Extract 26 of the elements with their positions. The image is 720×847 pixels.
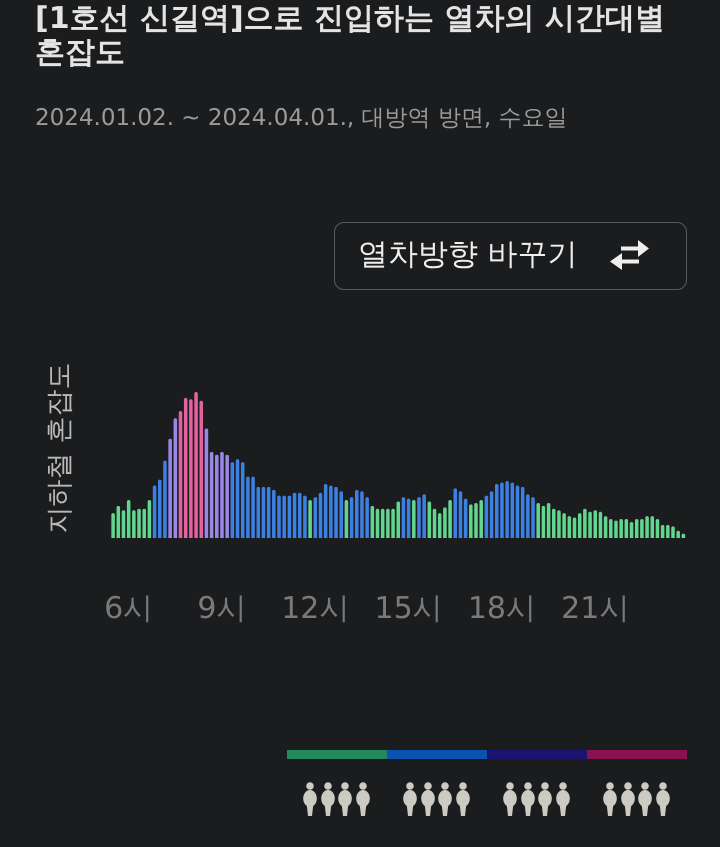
x-tick-label: 12시 xyxy=(281,590,350,626)
text: 열차방향 바꾸기 xyxy=(358,236,578,274)
bar xyxy=(422,494,426,538)
bar xyxy=(464,498,468,538)
bar xyxy=(412,500,416,538)
x-tick-label: 21시 xyxy=(561,590,630,626)
x-tick-label: 15시 xyxy=(374,590,443,626)
chart-subtitle: 2024.01.02. ~ 2024.04.01., 대방역 방면, 수요일 xyxy=(35,104,568,132)
bar xyxy=(402,497,406,538)
bar xyxy=(204,428,208,538)
bar xyxy=(230,462,234,538)
bar xyxy=(308,500,312,538)
y-axis-title: 지하철 혼잡도 xyxy=(44,362,76,534)
bar xyxy=(225,454,229,538)
x-tick-label: 6시 xyxy=(104,590,154,626)
bar xyxy=(344,500,348,538)
bar xyxy=(428,502,432,538)
bar xyxy=(417,497,421,538)
bar xyxy=(448,500,452,538)
bar xyxy=(484,496,488,538)
x-tick-label: 18시 xyxy=(468,590,536,626)
x-tick-label: 9시 xyxy=(197,590,247,626)
chart-title: [1호선 신길역]으로 진입하는 열차의 시간대별 혼잡도 xyxy=(35,1,666,70)
bar xyxy=(406,498,410,538)
bar xyxy=(365,497,369,538)
bar xyxy=(531,497,535,538)
